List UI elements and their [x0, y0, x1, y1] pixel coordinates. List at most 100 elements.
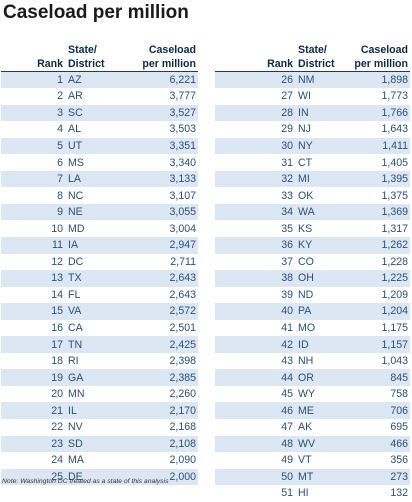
- state-cell: DC: [63, 253, 132, 271]
- table-row: 50 MT 273: [215, 468, 410, 486]
- table-row: 40 PA 1,204: [215, 303, 410, 320]
- table-header-row: Rank State/District Caseload per million: [1, 39, 198, 72]
- table-row: 6 MS 3,340: [1, 154, 198, 171]
- caseload-cell: 3,107: [132, 187, 198, 204]
- table-row: 10 MD 3,004: [1, 220, 198, 237]
- table-row: 33 OK 1,375: [215, 187, 410, 204]
- rank-cell: 39: [215, 286, 293, 304]
- state-header: State/District: [63, 39, 132, 72]
- caseload-cell: 2,168: [132, 418, 198, 436]
- state-cell: AZ: [63, 71, 132, 89]
- table-row: 3 SC 3,527: [1, 104, 198, 122]
- caseload-cell: 3,340: [132, 154, 198, 171]
- caseload-cell: 1,411: [346, 137, 410, 155]
- state-cell: WY: [293, 385, 346, 403]
- caseload-cell: 2,260: [132, 385, 198, 403]
- state-cell: CO: [293, 253, 346, 271]
- caseload-cell: 2,398: [132, 352, 198, 370]
- caseload-cell: 3,133: [132, 170, 198, 188]
- table-row: 48 WV 466: [215, 435, 410, 453]
- table-row: 11 IA 2,947: [1, 236, 198, 254]
- caseload-cell: 1,369: [346, 203, 410, 221]
- table-row: 26 NM 1,898: [215, 71, 410, 89]
- table-row: 23 SD 2,108: [1, 435, 198, 453]
- state-cell: TX: [63, 270, 132, 287]
- state-cell: WA: [293, 203, 346, 221]
- state-cell: MA: [63, 452, 132, 469]
- table-row: 46 ME 706: [215, 402, 410, 419]
- table-row: 34 WA 1,369: [215, 203, 410, 221]
- state-cell: KS: [293, 220, 346, 237]
- caseload-cell: 132: [346, 485, 410, 502]
- caseload-cell: 466: [346, 435, 410, 453]
- state-cell: OH: [293, 270, 346, 287]
- caseload-cell: 1,405: [346, 154, 410, 171]
- table-row: 51 HI 132: [215, 485, 410, 502]
- state-cell: LA: [63, 170, 132, 188]
- rank-cell: 2: [1, 88, 63, 105]
- rank-cell: 9: [1, 203, 63, 221]
- rank-cell: 5: [1, 137, 63, 155]
- table-row: 47 AK 695: [215, 418, 410, 436]
- rank-cell: 35: [215, 220, 293, 237]
- caseload-header: Caseload per million: [132, 39, 198, 72]
- footnote: Note: Washington DC treated as a state o…: [2, 478, 169, 485]
- state-cell: MO: [293, 319, 346, 337]
- rank-cell: 26: [215, 71, 293, 89]
- caseload-cell: 845: [346, 369, 410, 386]
- state-cell: SD: [63, 435, 132, 453]
- table-row: 36 KY 1,262: [215, 236, 410, 254]
- state-cell: NJ: [293, 121, 346, 138]
- rank-cell: 11: [1, 236, 63, 254]
- state-cell: IL: [63, 402, 132, 419]
- state-cell: NH: [293, 352, 346, 370]
- state-cell: PA: [293, 303, 346, 320]
- table-row: 21 IL 2,170: [1, 402, 198, 419]
- rank-cell: 14: [1, 286, 63, 304]
- rank-cell: 7: [1, 170, 63, 188]
- table-row: 38 OH 1,225: [215, 270, 410, 287]
- state-cell: DE: [63, 468, 132, 486]
- caseload-cell: 1,898: [346, 71, 410, 89]
- state-cell: MT: [293, 468, 346, 486]
- rank-cell: 48: [215, 435, 293, 453]
- rank-cell: 15: [1, 303, 63, 320]
- rank-cell: 1: [1, 71, 63, 89]
- state-cell: OK: [293, 187, 346, 204]
- table-row: 25 DE 2,000: [1, 468, 198, 486]
- table-row: 18 RI 2,398: [1, 352, 198, 370]
- rank-cell: 40: [215, 303, 293, 320]
- rank-header: Rank: [215, 39, 293, 72]
- state-cell: NE: [63, 203, 132, 221]
- rank-cell: 41: [215, 319, 293, 337]
- caseload-cell: 1,395: [346, 170, 410, 188]
- rank-cell: 46: [215, 402, 293, 419]
- caseload-cell: 2,090: [132, 452, 198, 469]
- table-row: 19 GA 2,385: [1, 369, 198, 386]
- rank-cell: 8: [1, 187, 63, 204]
- table-row: 20 MN 2,260: [1, 385, 198, 403]
- state-cell: IA: [63, 236, 132, 254]
- table-row: 12 DC 2,711: [1, 253, 198, 271]
- rank-cell: 19: [1, 369, 63, 386]
- caseload-cell: 1,204: [346, 303, 410, 320]
- page-title: Caseload per million: [3, 2, 189, 23]
- table-row: 41 MO 1,175: [215, 319, 410, 337]
- state-cell: SC: [63, 104, 132, 122]
- rank-cell: 44: [215, 369, 293, 386]
- rank-cell: 45: [215, 385, 293, 403]
- table-row: 30 NY 1,411: [215, 137, 410, 155]
- caseload-cell: 1,262: [346, 236, 410, 254]
- state-cell: TN: [63, 336, 132, 353]
- caseload-cell: 1,043: [346, 352, 410, 370]
- state-cell: MS: [63, 154, 132, 171]
- table-row: 35 KS 1,317: [215, 220, 410, 237]
- rank-cell: 42: [215, 336, 293, 353]
- state-cell: RI: [63, 352, 132, 370]
- caseload-table-right: Rank State/District Caseload per million …: [215, 39, 410, 502]
- rank-cell: 3: [1, 104, 63, 122]
- table-row: 24 MA 2,090: [1, 452, 198, 469]
- table-row: 42 ID 1,157: [215, 336, 410, 353]
- caseload-cell: 2,711: [132, 253, 198, 271]
- caseload-cell: 2,501: [132, 319, 198, 337]
